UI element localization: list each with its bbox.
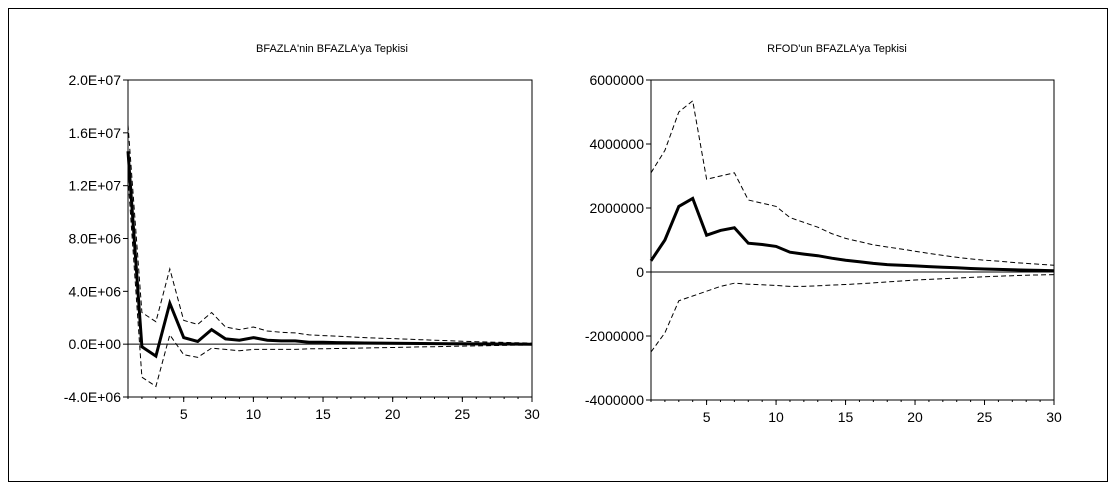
chart-1-y-tick-label: 0.0E+00 — [68, 336, 121, 352]
chart-1-y-tick-label: -4.0E+06 — [64, 389, 121, 405]
chart-2-y-tick-label: 4000000 — [589, 136, 644, 152]
chart-2-x-tick-label: 10 — [768, 409, 784, 425]
chart-2-x-tick-label: 15 — [838, 409, 854, 425]
chart-2-title: RFOD'un BFAZLA'ya Tepkisi — [767, 43, 907, 55]
chart-1-y-tick-label: 2.0E+07 — [68, 72, 121, 88]
chart-2-plot-area — [650, 79, 1055, 401]
chart-1-response-line — [126, 151, 533, 359]
chart-1-x-tick-label: 10 — [246, 406, 262, 422]
chart-2-y-tick-label: 0 — [636, 264, 644, 280]
chart-1-y-tick-label: 4.0E+06 — [68, 283, 121, 299]
chart-1-upper-band-line — [127, 124, 533, 344]
chart-2-upper-band-line — [650, 99, 1055, 266]
chart-1-x-tick-label: 30 — [524, 406, 540, 422]
chart-1-x-tick-label: 20 — [385, 406, 401, 422]
chart-2-y-tick-label: -2000000 — [585, 328, 644, 344]
chart-1-title: BFAZLA'nin BFAZLA'ya Tepkisi — [256, 43, 408, 55]
chart-1-x-tick-label: 5 — [180, 406, 188, 422]
chart-2-x-tick-label: 25 — [977, 409, 993, 425]
chart-2-y-tick-label: 6000000 — [589, 72, 644, 88]
figure-frame — [8, 8, 1108, 482]
chart-1-y-tick-label: 8.0E+06 — [68, 231, 121, 247]
chart-1-x-tick-label: 25 — [455, 406, 471, 422]
chart-2-x-tick-label: 5 — [703, 409, 711, 425]
chart-2-response-line — [649, 196, 1055, 273]
chart-2-y-tick-label: 2000000 — [589, 200, 644, 216]
chart-2-x-tick-label: 30 — [1046, 409, 1062, 425]
chart-1-y-tick-label: 1.6E+07 — [68, 125, 121, 141]
chart-1-y-tick-label: 1.2E+07 — [68, 178, 121, 194]
chart-1-x-tick-label: 15 — [315, 406, 331, 422]
chart-2-lower-band-line — [650, 274, 1055, 353]
chart-2-x-tick-label: 20 — [907, 409, 923, 425]
chart-1-plot-area — [127, 79, 533, 398]
chart-1-lower-band-line — [127, 177, 533, 388]
chart-2-y-tick-label: -4000000 — [585, 392, 644, 408]
